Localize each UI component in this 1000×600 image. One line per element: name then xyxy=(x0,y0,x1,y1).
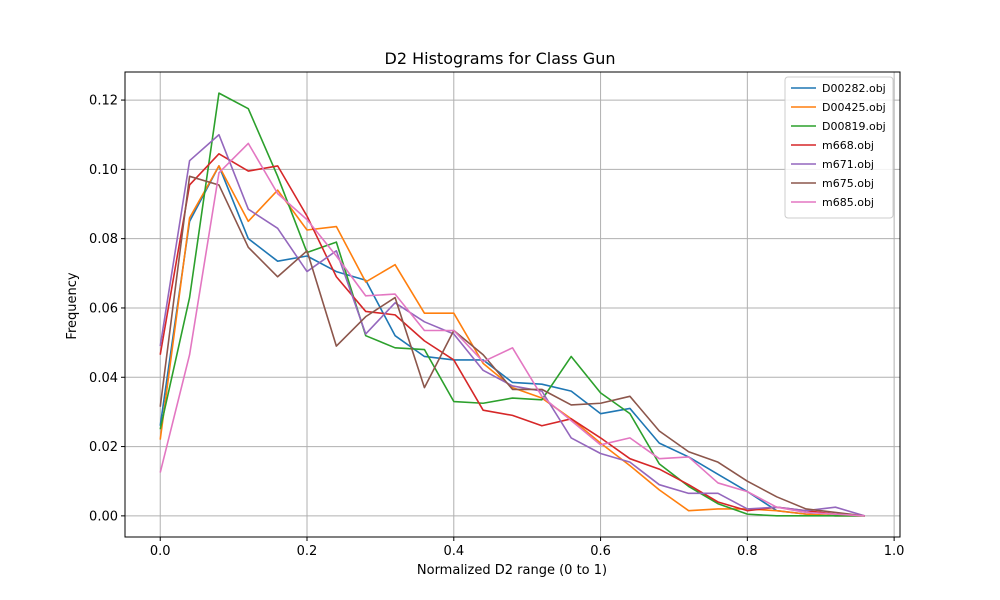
legend-label: m671.obj xyxy=(822,158,874,171)
y-tick-label: 0.08 xyxy=(89,232,118,247)
series-line xyxy=(159,133,865,517)
series-line xyxy=(159,152,865,517)
y-tick-label: 0.10 xyxy=(89,163,118,178)
x-axis-label: Normalized D2 range (0 to 1) xyxy=(417,563,607,578)
y-ticks: 0.00 0.02 0.04 0.06 0.08 0.10 0.12 xyxy=(89,94,125,524)
x-tick-label: 0.8 xyxy=(737,544,758,559)
y-tick-label: 0.02 xyxy=(89,440,118,455)
series-line xyxy=(159,142,865,517)
legend-label: D00425.obj xyxy=(822,101,886,114)
y-tick-label: 0.04 xyxy=(89,371,118,386)
chart-title: D2 Histograms for Class Gun xyxy=(385,49,616,68)
legend: D00282.obj D00425.obj D00819.obj m668.obj m6… xyxy=(784,76,894,219)
x-tick-label: 0.0 xyxy=(150,544,171,559)
x-tick-label: 0.2 xyxy=(297,544,318,559)
series-lines xyxy=(159,92,865,517)
y-axis-label: Frequency xyxy=(65,272,80,339)
legend-label: D00819.obj xyxy=(822,120,886,133)
plot-frame xyxy=(124,71,901,538)
y-tick-label: 0.06 xyxy=(89,301,118,316)
series-line xyxy=(159,175,865,517)
legend-label: m685.obj xyxy=(822,196,874,209)
legend-label: D00282.obj xyxy=(822,82,886,95)
legend-label: m668.obj xyxy=(822,139,874,152)
legend-label: m675.obj xyxy=(822,177,874,190)
series-line xyxy=(159,92,865,517)
x-tick-label: 0.6 xyxy=(590,544,611,559)
x-tick-label: 1.0 xyxy=(884,544,905,559)
x-tick-label: 0.4 xyxy=(443,544,464,559)
y-tick-label: 0.12 xyxy=(89,94,118,109)
x-ticks: 0.0 0.2 0.4 0.6 0.8 1.0 xyxy=(150,537,905,559)
y-tick-label: 0.00 xyxy=(89,509,118,524)
